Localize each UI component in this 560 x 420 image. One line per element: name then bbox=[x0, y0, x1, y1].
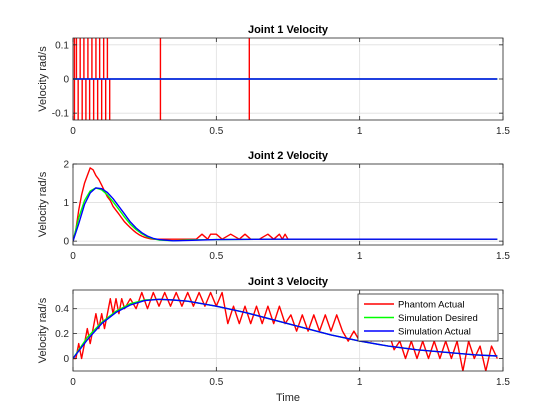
chart-title: Joint 2 Velocity bbox=[248, 150, 329, 162]
data-layer bbox=[73, 38, 498, 120]
legend-label: Simulation Desired bbox=[398, 313, 478, 324]
chart-title: Joint 1 Velocity bbox=[248, 24, 329, 36]
x-tick-label: 0.5 bbox=[209, 126, 223, 137]
x-axis-label: Time bbox=[276, 392, 300, 404]
y-tick-label: 0.1 bbox=[55, 40, 69, 51]
x-tick-label: 0.5 bbox=[209, 377, 223, 388]
axes-box bbox=[72, 163, 504, 246]
x-tick-label: 1 bbox=[357, 251, 363, 262]
chart-title: Joint 3 Velocity bbox=[248, 276, 329, 288]
y-tick-label: 0.4 bbox=[55, 304, 69, 315]
series-line-1 bbox=[73, 291, 498, 371]
y-tick-label: 0 bbox=[63, 237, 69, 248]
x-tick-label: 1.5 bbox=[496, 377, 510, 388]
series-line-3 bbox=[73, 187, 498, 242]
legend: Phantom Actual Simulation Desired Simulati… bbox=[357, 293, 499, 342]
plot-area bbox=[73, 164, 503, 245]
y-axis-label: Velocity rad/s bbox=[37, 46, 49, 112]
y-tick-label: 0 bbox=[63, 75, 69, 86]
x-tick-label: 0 bbox=[70, 126, 76, 137]
y-tick-label: 0 bbox=[63, 354, 69, 365]
x-tick-label: 1.5 bbox=[496, 251, 510, 262]
data-layer bbox=[73, 167, 498, 242]
x-tick-label: 0.5 bbox=[209, 251, 223, 262]
series-line-3 bbox=[73, 298, 498, 359]
y-tick-label: -0.1 bbox=[52, 109, 70, 120]
x-tick-label: 1 bbox=[357, 126, 363, 137]
legend-label: Simulation Actual bbox=[398, 327, 471, 338]
axes-box bbox=[72, 289, 504, 372]
legend-label: Phantom Actual bbox=[398, 300, 465, 311]
y-tick-label: 2 bbox=[63, 160, 69, 171]
subplot-2: 0 0.5 1 1.5 0 1 2 Joint 2 Velocity Velocity rad/… bbox=[37, 150, 510, 262]
data-layer bbox=[73, 291, 498, 371]
x-tick-label: 1.5 bbox=[496, 126, 510, 137]
y-tick-label: 0.2 bbox=[55, 329, 69, 340]
y-axis-label: Velocity rad/s bbox=[37, 171, 49, 237]
series-line-1 bbox=[73, 167, 498, 242]
x-tick-label: 0 bbox=[70, 377, 76, 388]
y-tick-label: 1 bbox=[63, 198, 69, 209]
subplot-3: 0 0.5 1 1.5 0 0.2 0.4 Joint 3 Velocity Velocity … bbox=[37, 276, 510, 404]
x-tick-label: 1 bbox=[357, 377, 363, 388]
y-axis-label: Velocity rad/s bbox=[37, 297, 49, 363]
x-tick-label: 0 bbox=[70, 251, 76, 262]
